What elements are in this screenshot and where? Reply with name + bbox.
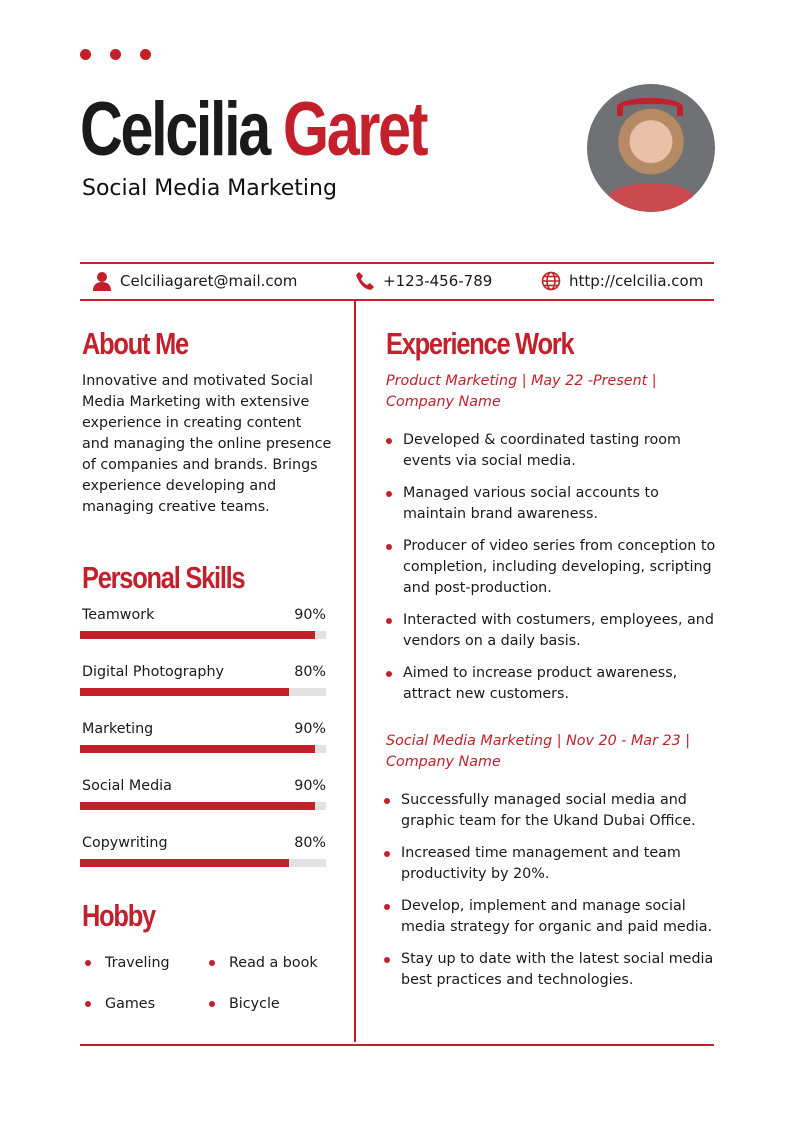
hobby-item: Traveling: [85, 955, 170, 971]
job-title: Product Marketing | May 22 -Present | Co…: [386, 373, 657, 410]
skill-bar: [80, 802, 326, 810]
job-bullet: Developed & coordinated tasting room eve…: [386, 430, 716, 472]
skill-item: Marketing 90%: [80, 721, 326, 753]
bullet-icon: [386, 438, 392, 444]
skill-item: Digital Photography 80%: [80, 664, 326, 696]
skill-name: Social Media: [82, 778, 172, 794]
hobby-item: Games: [85, 996, 155, 1012]
phone-text: +123-456-789: [383, 272, 493, 290]
hobby-label: Traveling: [105, 955, 170, 971]
skill-bar-fill: [80, 631, 315, 639]
skill-percent: 80%: [294, 664, 326, 680]
bullet-icon: [209, 1001, 215, 1007]
decorative-dot: [140, 49, 151, 60]
divider: [80, 1044, 714, 1046]
about-text: Innovative and motivated Social Media Ma…: [82, 373, 332, 515]
skill-percent: 80%: [294, 835, 326, 851]
divider: [80, 299, 714, 301]
skill-item: Social Media 90%: [80, 778, 326, 810]
skill-name: Teamwork: [82, 607, 155, 623]
bullet-icon: [85, 1001, 91, 1007]
skill-name: Digital Photography: [82, 664, 225, 680]
job-bullet: Aimed to increase product awareness, att…: [386, 663, 716, 705]
experience-heading: Experience Work: [386, 326, 575, 361]
hobby-heading: Hobby: [82, 898, 156, 933]
phone-icon: [356, 272, 374, 290]
skill-item: Copywriting 80%: [80, 835, 326, 867]
divider: [80, 262, 714, 264]
job-title: Social Media Marketing: [82, 176, 337, 201]
job-bullet: Producer of video series from conception…: [386, 536, 716, 599]
skill-bar-fill: [80, 688, 289, 696]
bullet-text: Aimed to increase product awareness, att…: [403, 665, 678, 702]
bullet-icon: [209, 960, 215, 966]
first-name: Celcilia: [80, 87, 271, 172]
skill-item: Teamwork 90%: [80, 607, 326, 639]
hobby-label: Read a book: [229, 955, 318, 971]
bullet-text: Interacted with costumers, employees, an…: [403, 612, 714, 649]
skill-percent: 90%: [294, 607, 326, 623]
skill-bar-fill: [80, 802, 315, 810]
skill-bar: [80, 688, 326, 696]
contact-email: Celciliagaret@mail.com: [92, 271, 297, 291]
skill-percent: 90%: [294, 721, 326, 737]
bullet-icon: [384, 904, 390, 910]
skill-name: Marketing: [82, 721, 154, 737]
skill-bar: [80, 859, 326, 867]
person-icon: [93, 272, 111, 291]
job-bullet: Interacted with costumers, employees, an…: [386, 610, 716, 652]
job-bullet: Develop, implement and manage social med…: [384, 896, 714, 938]
bullet-icon: [386, 671, 392, 677]
hobby-item: Bicycle: [209, 996, 280, 1012]
bullet-text: Developed & coordinated tasting room eve…: [403, 432, 681, 469]
experience-list: Product Marketing | May 22 -Present | Co…: [384, 371, 716, 1017]
job-title: Social Media Marketing | Nov 20 - Mar 23…: [386, 733, 691, 770]
bullet-icon: [386, 618, 392, 624]
bullet-text: Stay up to date with the latest social m…: [401, 951, 714, 988]
job-entry: Product Marketing | May 22 -Present | Co…: [386, 371, 716, 705]
bullet-icon: [384, 957, 390, 963]
skill-percent: 90%: [294, 778, 326, 794]
profile-photo: [587, 84, 715, 212]
hobby-item: Read a book: [209, 955, 318, 971]
bullet-text: Managed various social accounts to maint…: [403, 485, 659, 522]
bullet-icon: [85, 960, 91, 966]
job-entry: Social Media Marketing | Nov 20 - Mar 23…: [384, 731, 716, 991]
bullet-icon: [386, 491, 392, 497]
bullet-text: Develop, implement and manage social med…: [401, 898, 713, 935]
job-bullet: Successfully managed social media and gr…: [384, 790, 714, 832]
skill-bar-fill: [80, 745, 315, 753]
website-text: http://celcilia.com: [569, 272, 704, 290]
hobby-label: Games: [105, 996, 156, 1012]
about-heading: About Me: [82, 326, 189, 361]
job-bullet: Increased time management and team produ…: [384, 843, 714, 885]
skill-bar: [80, 745, 326, 753]
column-divider: [354, 300, 356, 1042]
full-name: Celcilia Garet: [80, 92, 429, 168]
job-bullet: Managed various social accounts to maint…: [386, 483, 716, 525]
skill-name: Copywriting: [82, 835, 168, 851]
skill-bar-fill: [80, 859, 289, 867]
bullet-text: Producer of video series from conception…: [403, 538, 716, 596]
last-name: Garet: [283, 87, 429, 172]
contact-phone: +123-456-789: [355, 271, 492, 291]
contact-website: http://celcilia.com: [541, 271, 703, 291]
email-text: Celciliagaret@mail.com: [120, 272, 298, 290]
bullet-icon: [386, 544, 392, 550]
job-bullet: Stay up to date with the latest social m…: [384, 949, 714, 991]
hobby-label: Bicycle: [229, 996, 280, 1012]
bullet-text: Successfully managed social media and gr…: [401, 792, 696, 829]
bullet-text: Increased time management and team produ…: [401, 845, 681, 882]
decorative-dot: [80, 49, 91, 60]
skills-heading: Personal Skills: [82, 560, 246, 595]
bullet-icon: [384, 851, 390, 857]
globe-icon: [541, 271, 561, 291]
bullet-icon: [384, 798, 390, 804]
skill-bar: [80, 631, 326, 639]
decorative-dot: [110, 49, 121, 60]
